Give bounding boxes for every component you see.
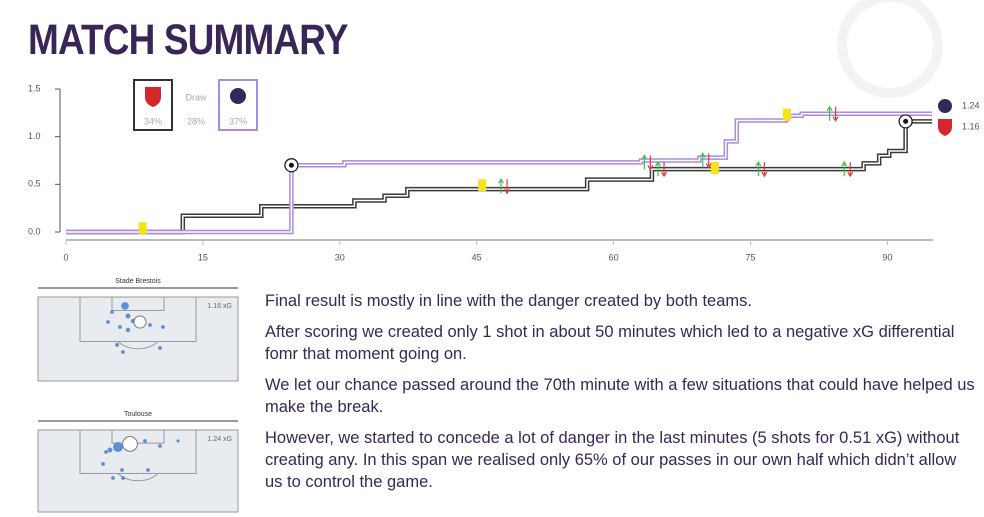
outcome-label: 37% <box>229 116 247 126</box>
yellow-card <box>710 162 719 175</box>
away-box <box>218 79 258 131</box>
shot <box>115 343 119 347</box>
sub-in <box>699 152 706 168</box>
shot <box>158 346 162 350</box>
x-tick-label: 45 <box>472 252 482 262</box>
xg-annotation: 1.16 xG <box>207 303 232 310</box>
shot <box>121 302 129 310</box>
home-end-crest <box>938 119 952 136</box>
sub-in <box>655 160 662 177</box>
sub-in <box>841 160 848 177</box>
shot <box>176 439 180 443</box>
yellow-card <box>478 179 487 192</box>
sub-in <box>641 154 648 170</box>
shot <box>161 325 165 329</box>
shot <box>125 327 131 333</box>
substitution <box>755 160 768 178</box>
away-crest <box>230 88 246 104</box>
shot <box>121 350 125 354</box>
sub-out <box>647 155 654 171</box>
draw-label: Draw <box>185 92 207 102</box>
yellow-card <box>782 108 791 121</box>
penalty-arc <box>117 341 159 350</box>
paragraph: We let our chance passed around the 70th… <box>265 376 975 416</box>
shot <box>118 325 122 329</box>
watermark <box>837 0 943 98</box>
substitution <box>826 105 839 122</box>
sub-out <box>847 162 854 178</box>
x-tick-label: 0 <box>63 252 68 262</box>
ball-patch <box>903 118 909 124</box>
shot <box>104 450 108 454</box>
shot <box>125 313 131 319</box>
six-yard-box <box>111 429 165 444</box>
sub-in <box>755 160 762 177</box>
paragraph: After scoring we created only 1 shot in … <box>265 323 955 363</box>
shot <box>146 468 150 472</box>
shot <box>101 462 105 466</box>
shot <box>113 442 123 452</box>
sub-in <box>826 105 833 121</box>
home-crest <box>145 87 161 107</box>
paragraph: However, we started to concede a lot of … <box>265 429 960 491</box>
shot <box>121 476 125 480</box>
x-tick-label: 30 <box>335 252 345 262</box>
substitution <box>655 160 668 178</box>
shot <box>110 310 114 314</box>
shot <box>111 476 115 480</box>
sub-out <box>761 162 768 178</box>
shot <box>148 323 152 327</box>
xg-line-inner <box>66 120 933 233</box>
goal <box>284 158 299 173</box>
shotmap-title: Stade Brestois <box>115 278 161 285</box>
x-tick-label: 60 <box>609 252 619 262</box>
shot <box>120 468 124 472</box>
outcome-label: 34% <box>144 116 162 126</box>
substitution <box>841 160 854 178</box>
home-box <box>133 79 173 131</box>
paragraph: Final result is mostly in line with the … <box>265 292 752 310</box>
sub-out <box>661 162 668 178</box>
y-tick-label: 0.0 <box>28 226 41 236</box>
shot <box>158 444 162 448</box>
sub-in <box>498 178 505 194</box>
shot <box>122 436 138 452</box>
shot <box>106 320 110 324</box>
y-tick-label: 1.0 <box>28 131 41 141</box>
outcome-label: 28% <box>187 116 205 126</box>
end-value-label: 1.24 <box>962 100 980 110</box>
shotmap-title: Toulouse <box>124 411 152 418</box>
yellow-card <box>138 222 147 235</box>
sub-out <box>504 179 511 195</box>
text: Final result is mostly in line with the … <box>265 290 975 502</box>
xg-annotation: 1.24 xG <box>207 436 232 443</box>
substitution <box>699 152 712 169</box>
sub-out <box>832 106 839 122</box>
x-tick-label: 15 <box>198 252 208 262</box>
end-value-label: 1.16 <box>962 121 980 131</box>
ball-patch <box>288 162 294 168</box>
x-tick-label: 75 <box>745 252 755 262</box>
y-tick-label: 0.5 <box>28 179 41 189</box>
goal <box>898 114 913 129</box>
away-end-crest <box>938 99 952 113</box>
shot <box>107 447 113 453</box>
x-tick-label: 90 <box>882 252 892 262</box>
shot <box>133 315 147 329</box>
y-tick-label: 1.5 <box>28 83 41 93</box>
substitution <box>498 178 511 195</box>
title: MATCH SUMMARY <box>28 16 348 64</box>
penalty-arc <box>117 473 159 482</box>
shot <box>143 439 147 443</box>
six-yard-box <box>111 296 165 311</box>
sub-out <box>705 153 712 169</box>
substitution <box>641 154 654 171</box>
